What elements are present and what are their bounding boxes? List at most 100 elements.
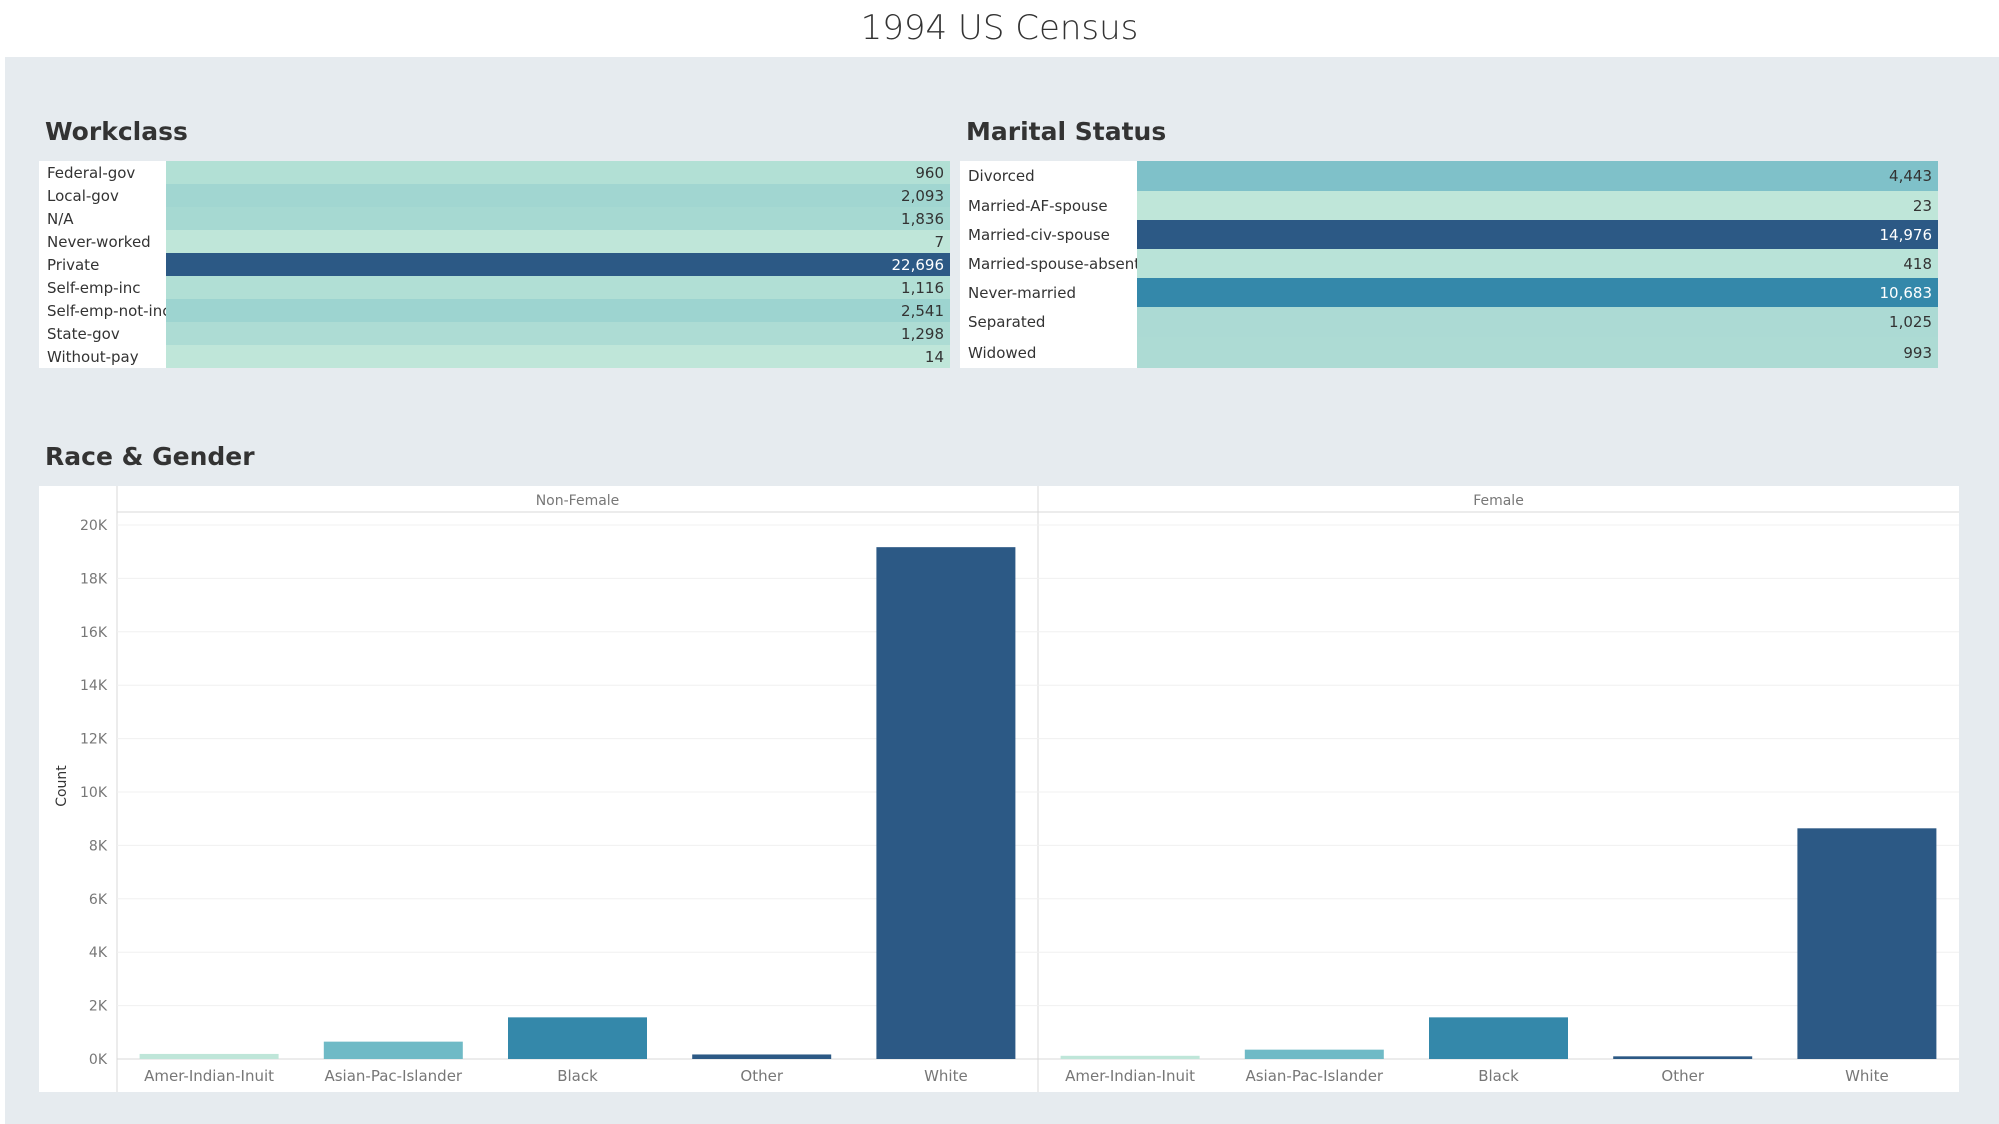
marital-status-title: Marital Status	[966, 117, 1167, 146]
y-tick-label: 6K	[89, 892, 108, 908]
workclass-label: Self-emp-not-inc	[47, 301, 171, 320]
bar	[1060, 1055, 1200, 1059]
x-tick-label: Black	[557, 1067, 598, 1085]
workclass-label: Local-gov	[47, 186, 119, 205]
marital-status-table: Divorced 4,443 Married-AF-spouse 23 Married-…	[960, 161, 1938, 368]
workclass-row: Self-emp-inc 1,116	[39, 276, 950, 299]
marital-value: 14,976	[1879, 225, 1933, 244]
workclass-label: Without-pay	[47, 347, 139, 366]
workclass-cell: 960	[166, 161, 950, 184]
bar	[508, 1017, 647, 1059]
marital-cell: 23	[1137, 191, 1938, 220]
bar	[1429, 1017, 1568, 1059]
workclass-cell: 2,093	[166, 184, 950, 207]
workclass-label: N/A	[47, 209, 74, 228]
workclass-cell: 22,696	[166, 253, 950, 276]
workclass-value: 960	[915, 163, 944, 182]
x-tick-label: Other	[740, 1067, 783, 1085]
y-tick-label: 12K	[80, 732, 108, 748]
marital-label: Married-AF-spouse	[968, 196, 1108, 215]
marital-label: Separated	[968, 313, 1046, 331]
workclass-row: Federal-gov 960	[39, 161, 950, 184]
x-tick-label: Asian-Pac-Islander	[324, 1067, 462, 1085]
workclass-value: 1,836	[901, 209, 944, 228]
x-tick-label: Amer-Indian-Inuit	[144, 1067, 274, 1085]
workclass-row: State-gov 1,298	[39, 322, 950, 345]
workclass-row: Self-emp-not-inc 2,541	[39, 299, 950, 322]
x-tick-label: Other	[1661, 1067, 1704, 1085]
workclass-value: 1,116	[901, 278, 944, 297]
bar	[139, 1053, 279, 1059]
panel-header: Female	[1473, 493, 1524, 509]
race-gender-title: Race & Gender	[45, 442, 255, 471]
workclass-row: Local-gov 2,093	[39, 184, 950, 207]
y-tick-label: 2K	[89, 999, 108, 1015]
race-gender-svg: 0K 2K 4K 6K 8K 10K 12K 14K 16K 18K 20K Count Non-Fem…	[54, 486, 1959, 1092]
workclass-row: Without-pay 14	[39, 345, 950, 368]
bar	[876, 547, 1016, 1059]
marital-cell: 4,443	[1137, 161, 1938, 191]
marital-row: Married-spouse-absent 418	[960, 249, 1938, 278]
marital-value: 1,025	[1889, 313, 1932, 331]
marital-cell: 14,976	[1137, 220, 1938, 249]
marital-row: Married-AF-spouse 23	[960, 191, 1938, 220]
marital-value: 4,443	[1889, 167, 1932, 185]
marital-value: 418	[1903, 254, 1932, 273]
workclass-value: 7	[934, 232, 944, 251]
workclass-cell: 2,541	[166, 299, 950, 322]
marital-label: Married-civ-spouse	[968, 225, 1110, 244]
workclass-value: 1,298	[901, 324, 944, 343]
marital-row: Widowed 993	[960, 337, 1938, 368]
y-tick-label: 18K	[80, 571, 108, 587]
x-tick-label: White	[924, 1067, 968, 1085]
workclass-label: Private	[47, 255, 100, 274]
bar	[692, 1054, 832, 1059]
y-tick-label: 14K	[80, 678, 108, 694]
marital-label: Divorced	[968, 167, 1035, 185]
workclass-value: 22,696	[891, 255, 945, 274]
workclass-cell: 1,836	[166, 207, 950, 230]
y-tick-label: 0K	[89, 1052, 108, 1068]
workclass-label: Never-worked	[47, 232, 151, 251]
y-tick-label: 4K	[89, 945, 108, 961]
workclass-cell: 7	[166, 230, 950, 253]
x-tick-label: Amer-Indian-Inuit	[1065, 1067, 1195, 1085]
y-tick-label: 16K	[80, 625, 108, 641]
workclass-title: Workclass	[45, 117, 188, 146]
marital-value: 10,683	[1879, 283, 1933, 302]
workclass-row: Never-worked 7	[39, 230, 950, 253]
workclass-row: N/A 1,836	[39, 207, 950, 230]
y-tick-label: 10K	[80, 785, 108, 801]
y-tick-label: 8K	[89, 838, 108, 854]
marital-row: Never-married 10,683	[960, 278, 1938, 307]
marital-cell: 10,683	[1137, 278, 1938, 307]
marital-row: Divorced 4,443	[960, 161, 1938, 191]
workclass-label: Self-emp-inc	[47, 278, 141, 297]
bar	[323, 1041, 463, 1059]
workclass-table: Federal-gov 960 Local-gov 2,093 N/A 1,836 Neve…	[39, 161, 950, 368]
workclass-value: 14	[924, 347, 944, 366]
panel-header: Non-Female	[536, 493, 620, 509]
workclass-value: 2,541	[901, 301, 944, 320]
bar	[1613, 1056, 1753, 1059]
x-tick-label: Asian-Pac-Islander	[1245, 1067, 1383, 1085]
marital-cell: 1,025	[1137, 307, 1938, 337]
marital-value: 23	[1912, 196, 1932, 215]
dashboard-title: 1994 US Census	[860, 8, 1139, 48]
bar	[1244, 1049, 1384, 1059]
workclass-row: Private 22,696	[39, 253, 950, 276]
workclass-label: State-gov	[47, 324, 120, 343]
marital-row: Separated 1,025	[960, 307, 1938, 337]
y-tick-label: 20K	[80, 518, 108, 534]
bar	[1797, 828, 1937, 1059]
y-axis-label: Count	[54, 765, 70, 807]
marital-label: Widowed	[968, 343, 1037, 362]
marital-row: Married-civ-spouse 14,976	[960, 220, 1938, 249]
marital-cell: 993	[1137, 337, 1938, 368]
marital-label: Never-married	[968, 283, 1076, 302]
marital-label: Married-spouse-absent	[968, 254, 1141, 273]
marital-cell: 418	[1137, 249, 1938, 278]
workclass-label: Federal-gov	[47, 163, 136, 182]
workclass-cell: 14	[166, 345, 950, 368]
workclass-value: 2,093	[901, 186, 944, 205]
